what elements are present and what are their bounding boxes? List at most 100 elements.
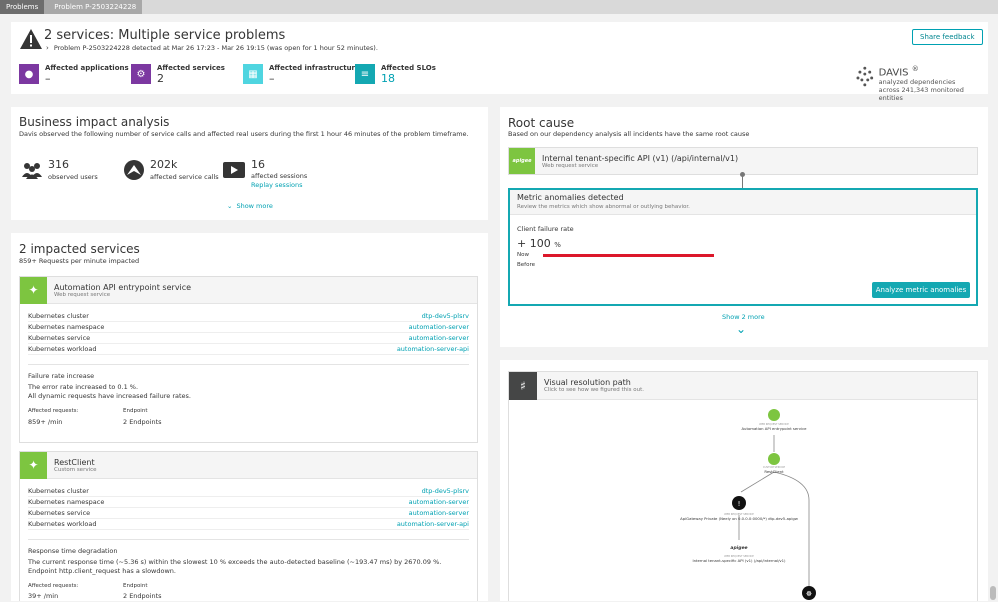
visual-resolution-panel[interactable]: ♯ Visual resolution path Click to see ho… [508,371,978,601]
share-feedback-button[interactable]: Share feedback [912,29,983,45]
stat-value[interactable]: 18 [381,72,395,85]
stat-affected-services[interactable]: ⚙ Affected services 2 [131,64,225,85]
metric-change: + 100 % [517,237,561,250]
visual-resolution-sub: Click to see how we figured this out. [544,387,644,393]
stat-affected-applications[interactable]: ● Affected applications – [19,64,129,85]
impacted-service-card[interactable]: ✦ Automation API entrypoint service Web … [19,276,478,443]
observed-users-label: observed users [48,173,98,181]
root-cause-title: Root cause [508,116,575,130]
node-kubernetes[interactable]: ☸ [802,586,816,600]
svg-text:☸: ☸ [806,590,812,598]
property-key: Kubernetes cluster [28,487,89,495]
metric-anomalies-title: Metric anomalies detected [517,193,624,202]
problem-detail[interactable]: › Problem P-2503224228 detected at Mar 2… [46,44,378,52]
connector-dot [740,172,745,177]
slo-icon: ≡ [355,64,375,84]
warning-icon [20,29,42,49]
show-2-more-link[interactable]: Show 2 more [722,313,765,321]
metric-unit: % [554,241,561,249]
issue-title: Response time degradation [28,547,118,555]
property-key: Kubernetes service [28,334,91,342]
node-name: Automation API entrypoint service [741,426,807,431]
users-icon [22,163,42,179]
property-value[interactable]: dtp-dev5-plsrv [421,487,469,495]
issue-line1: The current response time (~5.36 s) with… [28,558,442,566]
impacted-service-card[interactable]: ✦ RestClient Custom service Kubernetes c… [19,451,478,601]
property-value[interactable]: automation-server-api [396,345,469,353]
node-name: RestClient [764,469,784,474]
stat-affected-slos[interactable]: ≡ Affected SLOs 18 [355,64,436,85]
observed-users-value: 316 [48,158,69,171]
davis-name: DAVIS [878,67,909,79]
davis-logo-icon [856,66,874,87]
property-value[interactable]: automation-server [408,498,469,506]
stat-affected-infrastructure[interactable]: ▦ Affected infrastructure – [243,64,360,85]
stat-value: 2 [157,72,164,85]
chevron-down-icon[interactable]: ⌄ [736,322,747,336]
property-key: Kubernetes namespace [28,498,105,506]
business-impact-title: Business impact analysis [19,115,170,129]
service-type: Custom service [54,466,97,473]
property-key: Kubernetes workload [28,345,97,353]
sessions-label: affected sessions [251,172,308,180]
stat-value: – [269,72,275,85]
impacted-services-sub: 859+ Requests per minute impacted [19,257,140,265]
property-row: Kubernetes service automation-server [28,333,469,344]
property-value[interactable]: automation-server [408,323,469,331]
page-title: 2 services: Multiple service problems [44,28,286,43]
apigee-logo-icon: apigee [509,148,535,174]
node-type: WEB REQUEST SERVICE [724,554,754,558]
metric-anomalies-sub: Review the metrics which show abnormal o… [517,204,690,210]
stat-label: Affected applications [45,64,129,72]
breadcrumb-current-problem[interactable]: Problem P-2503224228 [44,0,143,14]
now-bar-track [543,254,714,257]
connector-line [742,175,743,188]
analyze-metric-anomalies-button[interactable]: Analyze metric anomalies [872,282,970,298]
property-value[interactable]: automation-server [408,334,469,342]
service-calls-value: 202k [150,158,178,171]
stat-value: – [45,72,51,85]
property-value[interactable]: automation-server-api [396,520,469,528]
node-automation-api[interactable]: WEB REQUEST SERVICE Automation API entry… [741,409,807,431]
scrollbar[interactable] [990,586,996,600]
node-api-gateway[interactable]: ! WEB REQUEST SERVICE ApiGateway Private… [680,496,798,521]
endpoint-value: 2 Endpoints [123,592,162,600]
node-internal-api[interactable]: apigee WEB REQUEST SERVICE Internal tena… [692,545,786,563]
python-icon: ✦ [20,276,47,304]
chevron-down-icon: ⌄ [227,202,233,210]
business-impact-desc: Davis observed the following number of s… [19,130,469,138]
affected-requests-value: 39+ /min [28,592,59,600]
service-name[interactable]: RestClient [54,457,95,467]
root-cause-entity[interactable]: apigee Internal tenant-specific API (v1)… [508,147,978,175]
property-row: Kubernetes namespace automation-server [28,322,469,333]
breadcrumb-problems[interactable]: Problems [0,0,45,14]
node-type: WEB REQUEST SERVICE [759,422,789,426]
property-value[interactable]: dtp-dev5-plsrv [421,312,469,320]
entity-name[interactable]: Internal tenant-specific API (v1) (/api/… [542,153,739,163]
service-name[interactable]: Automation API entrypoint service [54,282,192,292]
node-type: CUSTOM SERVICE [763,465,786,469]
replay-sessions-link[interactable]: Replay sessions [251,181,303,189]
property-row: Kubernetes namespace automation-server [28,497,469,508]
show-more-button[interactable]: ⌄ Show more [227,202,273,210]
endpoint-label: Endpoint [123,408,148,414]
issue-title: Failure rate increase [28,372,95,380]
property-value[interactable]: automation-server [408,509,469,517]
sessions-value: 16 [251,158,265,171]
property-row: Kubernetes workload automation-server-api [28,344,469,355]
now-label: Now [517,252,529,258]
service-icon: ⚙ [131,64,151,84]
endpoint-value: 2 Endpoints [123,418,162,426]
stat-label: Affected services [157,64,225,72]
affected-requests-label: Affected requests: [28,583,79,589]
business-impact-card: Business impact analysis Davis observed … [11,107,488,220]
python-icon: ✦ [20,451,47,479]
service-type: Web request service [54,291,111,298]
node-restclient[interactable]: CUSTOM SERVICE RestClient [763,453,786,474]
property-key: Kubernetes namespace [28,323,105,331]
affected-requests-label: Affected requests: [28,408,79,414]
root-cause-desc: Based on our dependency analysis all inc… [508,130,750,138]
visual-resolution-title: Visual resolution path [544,378,631,387]
resolution-graph[interactable]: WEB REQUEST SERVICE Automation API entry… [509,400,977,602]
svg-text:!: ! [738,500,741,508]
